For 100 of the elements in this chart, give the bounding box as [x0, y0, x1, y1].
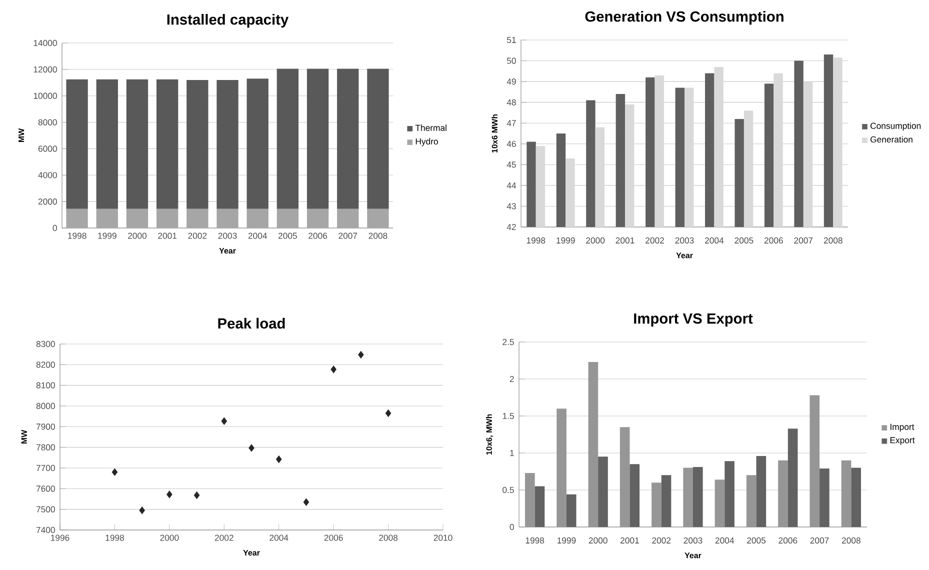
x-tick-label: 2005 — [747, 537, 766, 544]
bar — [788, 428, 798, 527]
x-tick-label: 2006 — [324, 534, 343, 541]
bar — [126, 208, 148, 228]
bar — [724, 461, 734, 527]
x-tick-label: 1999 — [556, 237, 575, 244]
y-tick-label: 50 — [507, 58, 516, 64]
y-tick-label: 10000 — [34, 92, 57, 99]
x-tick-label: 2002 — [652, 537, 671, 544]
x-tick-label: 2006 — [778, 537, 798, 544]
x-tick-label: 2001 — [616, 237, 634, 244]
x-axis-title: Year — [219, 248, 236, 254]
bar — [683, 468, 693, 527]
chart-title: Import VS Export — [634, 313, 753, 327]
x-axis-title: Year — [684, 552, 702, 558]
x-tick-label: 1999 — [98, 232, 116, 239]
y-tick-label: 1 — [510, 450, 514, 456]
chart-title: Peak load — [218, 318, 285, 329]
x-tick-label: 2001 — [620, 537, 639, 544]
y-tick-label: 7900 — [36, 424, 55, 430]
x-tick-label: 2000 — [128, 232, 147, 239]
x-tick-label: 2005 — [734, 237, 754, 244]
bar — [156, 208, 178, 228]
bar — [186, 80, 208, 209]
x-tick-label: 2003 — [684, 537, 702, 544]
x-tick-label: 1998 — [526, 237, 546, 244]
x-tick-label: 2002 — [188, 232, 207, 239]
y-tick-label: 2.5 — [502, 338, 514, 346]
y-tick-label: 43 — [506, 203, 516, 210]
bar — [276, 208, 299, 228]
x-tick-label: 2004 — [715, 537, 734, 544]
x-tick-label: 2006 — [308, 232, 328, 239]
y-tick-label: 1.5 — [502, 412, 514, 420]
x-tick-label: 2001 — [158, 232, 177, 239]
x-tick-label: 1998 — [68, 232, 86, 239]
y-tick-label: 8100 — [36, 382, 55, 388]
y-axis-title: MW — [18, 128, 24, 142]
y-axis-title: MW — [21, 430, 27, 444]
bar — [556, 408, 566, 527]
x-tick-label: 2002 — [646, 237, 664, 244]
x-tick-label: 2007 — [810, 537, 829, 544]
bar — [276, 68, 299, 209]
y-tick-label: 7500 — [36, 506, 55, 512]
bar — [661, 475, 672, 527]
x-tick-label: 1996 — [51, 534, 70, 541]
x-tick-label: 2010 — [434, 534, 452, 541]
x-tick-label: 2008 — [368, 232, 388, 239]
bar — [186, 208, 208, 228]
y-tick-label: 42 — [506, 224, 516, 230]
legend-label: Hydro — [416, 138, 438, 146]
chart-title: Generation VS Consumption — [585, 10, 784, 25]
y-tick-label: 49 — [506, 78, 516, 85]
bar — [566, 494, 576, 527]
y-tick-label: 7400 — [36, 526, 55, 534]
bar — [810, 395, 820, 527]
y-tick-label: 7700 — [36, 464, 55, 472]
bar — [246, 208, 268, 228]
y-tick-label: 0.5 — [502, 486, 514, 494]
x-tick-label: 2007 — [338, 232, 358, 239]
x-tick-label: 2002 — [214, 534, 234, 541]
y-tick-label: 2000 — [38, 198, 57, 205]
bar — [306, 68, 329, 209]
bar — [246, 78, 268, 209]
bar — [525, 472, 535, 527]
bar — [820, 468, 830, 527]
x-axis-title: Year — [676, 252, 693, 258]
bar — [216, 80, 238, 209]
bar — [66, 79, 88, 209]
y-tick-label: 46 — [506, 140, 516, 147]
point — [221, 417, 228, 425]
bar — [96, 208, 118, 228]
x-axis-title: Year — [243, 550, 260, 556]
bar — [534, 486, 545, 527]
x-tick-label: 2003 — [218, 232, 237, 239]
bar — [66, 208, 88, 228]
x-tick-label: 2004 — [705, 237, 724, 244]
x-tick-label: 2007 — [794, 237, 813, 244]
x-tick-label: 1999 — [557, 537, 576, 544]
bar — [588, 362, 598, 527]
y-axis-title: 10x6 MWh — [492, 114, 498, 153]
x-tick-label: 2000 — [588, 537, 608, 544]
bar — [96, 79, 118, 209]
bar — [126, 79, 148, 209]
bar — [714, 480, 725, 527]
point — [330, 366, 336, 374]
point — [358, 351, 364, 358]
point — [303, 498, 310, 506]
y-tick-label: 7800 — [36, 444, 55, 450]
x-tick-label: 2005 — [278, 232, 297, 239]
x-tick-label: 2004 — [248, 232, 267, 239]
x-tick-label: 2008 — [379, 534, 398, 541]
y-tick-label: 48 — [506, 99, 516, 106]
bar — [367, 68, 389, 209]
y-tick-label: 2 — [510, 376, 514, 382]
bar — [756, 456, 766, 527]
legend-label: Export — [890, 437, 915, 445]
point — [194, 492, 200, 500]
y-tick-label: 8000 — [36, 402, 55, 410]
y-tick-label: 45 — [506, 162, 516, 168]
x-tick-label: 1998 — [106, 534, 124, 541]
